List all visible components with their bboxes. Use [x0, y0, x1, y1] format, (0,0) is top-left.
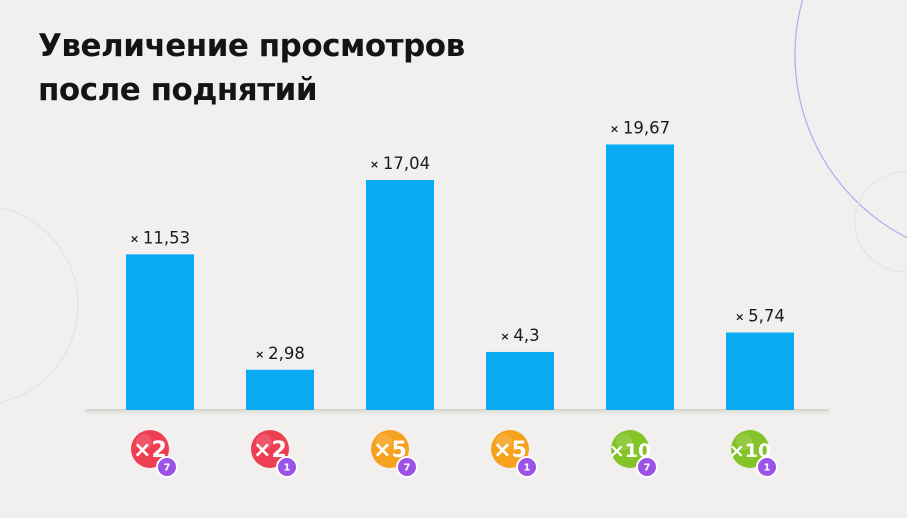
badge-sub-label-2: 1	[284, 463, 291, 474]
bar-value-label-5: × 19,67	[610, 118, 670, 137]
bar-4	[486, 351, 554, 410]
chart-title-line-1: Увеличение просмотров	[38, 28, 465, 64]
category-badge-1: ×27	[131, 430, 178, 478]
bar-value-label-2: × 2,98	[255, 344, 305, 363]
badge-multiplier-label-5: ×10	[609, 440, 651, 462]
category-badge-3: ×57	[371, 430, 418, 478]
bars-group	[126, 144, 794, 410]
bar-1	[126, 254, 194, 410]
chart-title: Увеличение просмотров после поднятий	[38, 24, 465, 112]
category-badge-2: ×21	[251, 430, 298, 478]
badge-sub-label-6: 1	[764, 463, 771, 474]
badge-sub-label-4: 1	[524, 463, 531, 474]
badge-multiplier-label-6: ×10	[729, 440, 771, 462]
bar-6	[726, 332, 794, 410]
badge-sub-label-5: 7	[644, 463, 651, 474]
badge-sub-label-1: 7	[164, 463, 171, 474]
bar-value-label-6: × 5,74	[735, 307, 785, 326]
bar-5	[606, 144, 674, 410]
bar-value-label-4: × 4,3	[500, 326, 539, 345]
chart-title-line-2: после поднятий	[38, 72, 318, 108]
category-badge-6: ×101	[729, 430, 778, 478]
chart-baseline	[85, 409, 830, 417]
category-badges-group: ×27×21×57×51×107×101	[131, 430, 778, 478]
bar-value-label-1: × 11,53	[130, 228, 190, 247]
bar-value-label-3: × 17,04	[370, 154, 430, 173]
decor-ring-right	[854, 171, 907, 273]
decor-ring-top-right	[794, 0, 907, 239]
category-badge-5: ×107	[609, 430, 658, 478]
bar-2	[246, 369, 314, 410]
category-badge-4: ×51	[491, 430, 538, 478]
badge-sub-label-3: 7	[404, 463, 411, 474]
data-labels-group: × 11,53 × 2,98 × 17,04 × 4,3 × 19,67 × 5,74	[130, 118, 785, 362]
decor-ring-left	[0, 206, 79, 404]
bar-3	[366, 179, 434, 410]
